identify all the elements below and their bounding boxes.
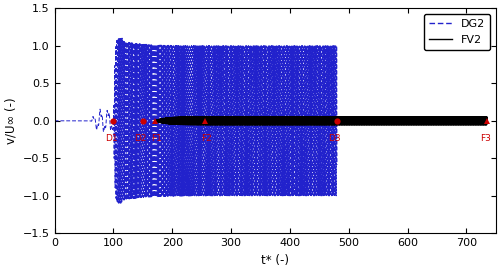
Text: F3: F3: [480, 134, 490, 143]
Text: D2: D2: [134, 134, 146, 143]
Text: F2: F2: [201, 134, 211, 143]
Y-axis label: v/U∞ (-): v/U∞ (-): [4, 98, 17, 144]
Text: D1: D1: [105, 134, 118, 143]
Text: F1: F1: [151, 134, 162, 143]
X-axis label: t* (-): t* (-): [261, 254, 289, 267]
Legend: DG2, FV2: DG2, FV2: [424, 14, 490, 50]
Text: D3: D3: [328, 134, 341, 143]
